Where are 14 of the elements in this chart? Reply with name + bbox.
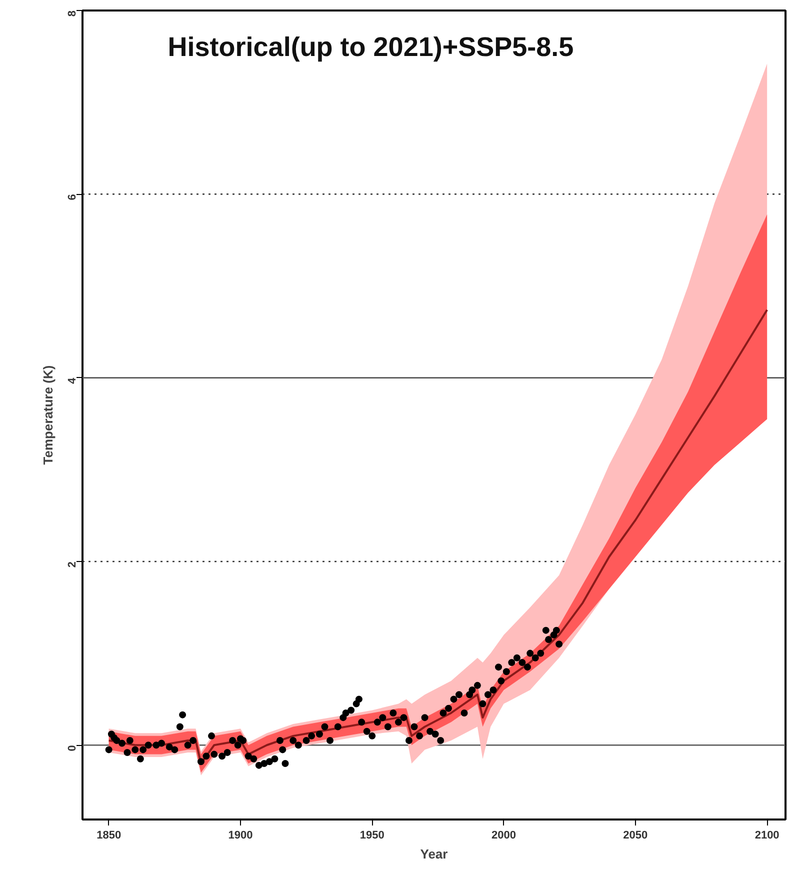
x-tick-label: 1950 — [360, 830, 384, 842]
x-tick-label: 2100 — [754, 830, 780, 842]
x-tick-label: 1850 — [96, 830, 122, 842]
text: Historical(up to 2021)+SSP5-8.5 — [168, 32, 574, 62]
x-axis-title: Year — [420, 846, 448, 862]
y-tick-label: 4 — [66, 376, 78, 384]
y-tick-label: 6 — [66, 194, 78, 200]
x-tick-label: 2000 — [492, 830, 516, 842]
y-tick-label: 8 — [66, 10, 78, 17]
y-axis-title: Temperature (K) — [40, 365, 56, 465]
y-tick-label: 0 — [66, 745, 78, 752]
x-tick-label: 2050 — [623, 830, 648, 842]
x-tick-label: 1900 — [228, 830, 253, 842]
y-tick-label: 2 — [66, 561, 78, 568]
